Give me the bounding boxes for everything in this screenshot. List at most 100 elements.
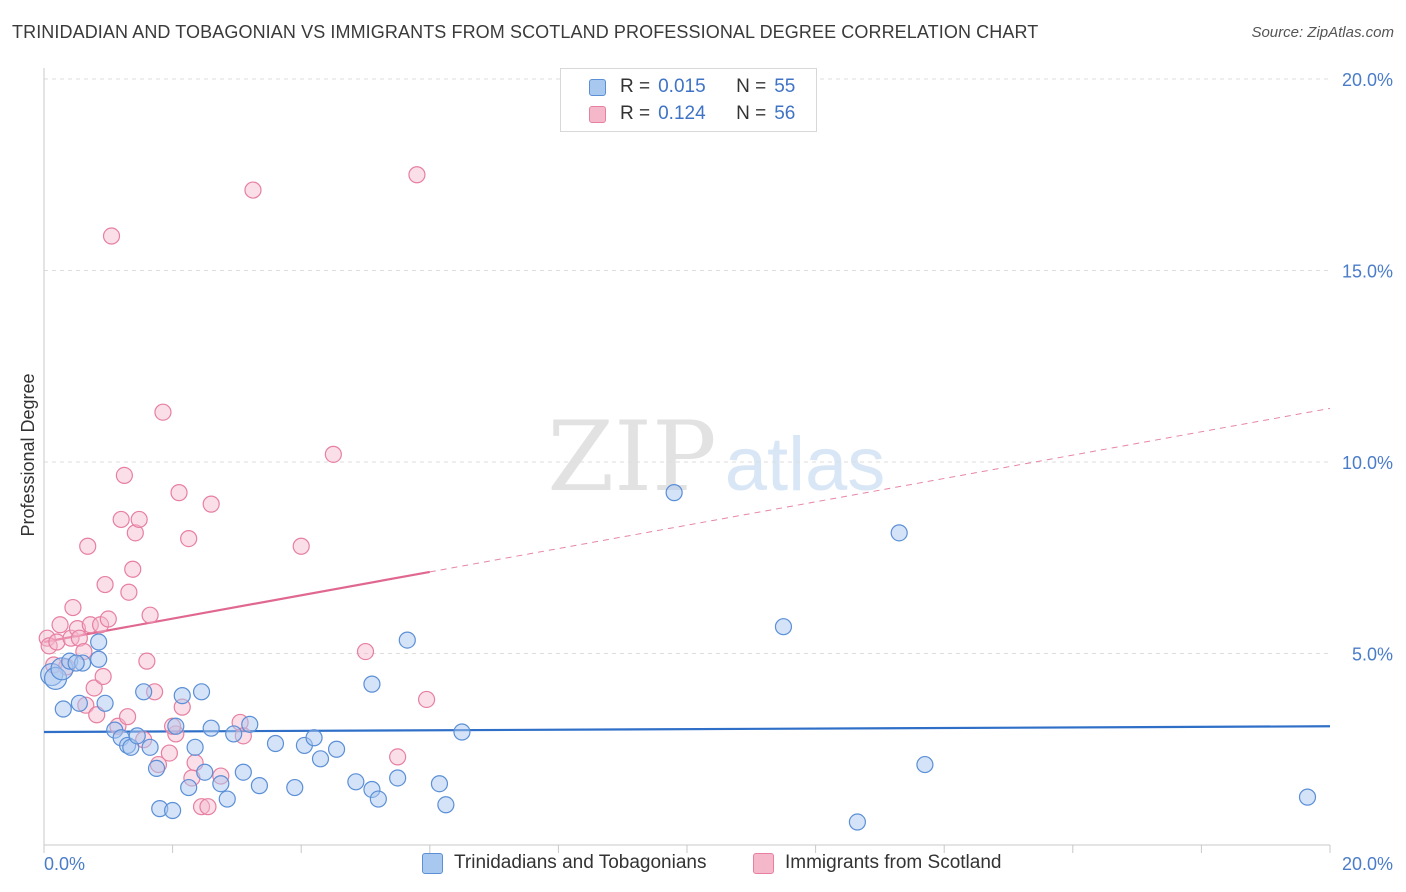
watermark-zip: ZIP	[547, 401, 716, 513]
y-tick-label: 5.0%	[1352, 645, 1393, 665]
legend-r-label: R =	[620, 76, 651, 97]
data-point-trinidadians	[164, 801, 182, 820]
watermark-atlas: atlas	[725, 422, 886, 507]
data-point-trinidadians	[347, 773, 365, 791]
legend-n-label: N =	[736, 103, 767, 124]
data-point-trinidadians	[186, 738, 204, 756]
data-point-scotland	[244, 181, 262, 199]
data-point-scotland	[94, 667, 112, 686]
data-point-trinidadians	[266, 734, 285, 753]
data-point-scotland	[417, 690, 436, 709]
data-point-scotland	[154, 403, 172, 421]
data-point-scotland	[130, 510, 148, 529]
data-point-trinidadians	[218, 790, 236, 808]
axes	[43, 68, 1331, 853]
data-point-trinidadians	[890, 524, 908, 542]
data-point-trinidadians	[96, 694, 114, 712]
data-point-trinidadians	[128, 727, 146, 745]
legend-n-value: 56	[774, 103, 796, 124]
data-point-trinidadians	[180, 778, 198, 797]
data-point-trinidadians	[141, 738, 159, 756]
data-point-trinidadians	[250, 777, 269, 795]
data-point-trinidadians	[135, 683, 153, 701]
data-point-scotland	[160, 744, 178, 762]
y-tick-label: 10.0%	[1342, 453, 1393, 473]
data-point-scotland	[70, 629, 88, 647]
data-point-scotland	[408, 166, 426, 184]
data-point-trinidadians	[305, 729, 323, 747]
data-point-trinidadians	[389, 769, 407, 787]
data-point-trinidadians	[665, 484, 683, 502]
data-point-trinidadians	[1298, 788, 1317, 806]
data-point-scotland	[180, 529, 198, 548]
data-point-scotland	[96, 575, 114, 594]
trend-line-trinidadians	[43, 725, 1331, 734]
data-point-trinidadians	[202, 719, 220, 737]
data-point-trinidadians	[848, 813, 866, 831]
x-tick-labels: 0.0% 20.0%	[44, 854, 1393, 874]
data-point-trinidadians	[437, 796, 455, 814]
series-trinidadians-and-tobagonians	[40, 484, 1317, 831]
series-legend: Trinidadians and Tobagonians Immigrants …	[0, 852, 1406, 878]
data-point-scotland	[48, 633, 66, 651]
data-point-scotland	[79, 537, 97, 555]
data-point-scotland	[324, 445, 342, 463]
legend-r-label: R =	[620, 103, 651, 124]
data-point-scotland	[102, 227, 121, 245]
data-point-scotland	[170, 484, 188, 502]
data-point-trinidadians	[430, 775, 449, 793]
legend-label: Trinidadians and Tobagonians	[454, 852, 707, 873]
data-point-scotland	[126, 524, 144, 542]
data-point-scotland	[124, 560, 142, 578]
x-tick-label: 20.0%	[1342, 854, 1393, 874]
data-point-trinidadians	[212, 775, 230, 793]
correlation-legend: R = 0.015 N = 55 R = 0.124 N = 56	[560, 68, 817, 132]
data-point-scotland	[389, 748, 407, 766]
data-point-trinidadians	[363, 675, 381, 693]
data-point-trinidadians	[369, 790, 387, 808]
series-immigrants-from-scotland	[38, 166, 436, 816]
data-point-trinidadians	[241, 715, 259, 733]
data-point-scotland	[199, 798, 217, 816]
data-point-trinidadians	[916, 755, 934, 774]
trend-line-scotland	[43, 570, 430, 644]
y-axis-label: Professional Degree	[18, 373, 38, 536]
data-point-scotland	[112, 510, 130, 529]
data-point-scotland	[118, 708, 137, 726]
data-point-trinidadians	[90, 633, 108, 651]
data-point-trinidadians	[311, 750, 330, 768]
data-point-scotland	[138, 652, 156, 670]
legend-item-trinidadians[interactable]: Trinidadians and Tobagonians	[422, 852, 706, 874]
data-point-trinidadians	[286, 778, 304, 797]
legend-swatch-blue	[589, 78, 606, 96]
data-point-trinidadians	[196, 763, 214, 781]
data-point-trinidadians	[225, 725, 243, 743]
legend-row-pink: R = 0.124 N = 56	[589, 101, 795, 127]
data-point-trinidadians	[453, 723, 471, 741]
data-point-scotland	[192, 798, 211, 816]
legend-r-value: 0.124	[658, 103, 706, 124]
data-point-trinidadians	[67, 654, 85, 672]
grid	[44, 78, 1330, 654]
legend-n-value: 55	[774, 76, 796, 97]
data-point-scotland	[40, 637, 58, 655]
y-tick-label: 15.0%	[1342, 262, 1393, 282]
data-point-scotland	[292, 537, 310, 555]
data-point-trinidadians	[398, 631, 416, 649]
data-point-trinidadians	[327, 740, 346, 758]
data-point-trinidadians	[774, 618, 793, 636]
data-point-scotland	[64, 598, 82, 617]
y-tick-labels: 5.0% 10.0% 15.0% 20.0%	[1342, 70, 1393, 665]
x-tick-label: 0.0%	[44, 854, 85, 874]
legend-row-blue: R = 0.015 N = 55	[589, 74, 795, 100]
data-point-trinidadians	[167, 717, 185, 735]
legend-item-scotland[interactable]: Immigrants from Scotland	[753, 852, 1001, 874]
legend-label: Immigrants from Scotland	[785, 852, 1002, 873]
legend-swatch-blue	[422, 852, 443, 874]
y-tick-label: 20.0%	[1342, 70, 1393, 90]
trend-lines	[43, 407, 1331, 734]
trend-line-scotland-projection	[429, 407, 1331, 573]
data-point-scotland	[120, 583, 138, 601]
data-point-trinidadians	[234, 763, 252, 781]
